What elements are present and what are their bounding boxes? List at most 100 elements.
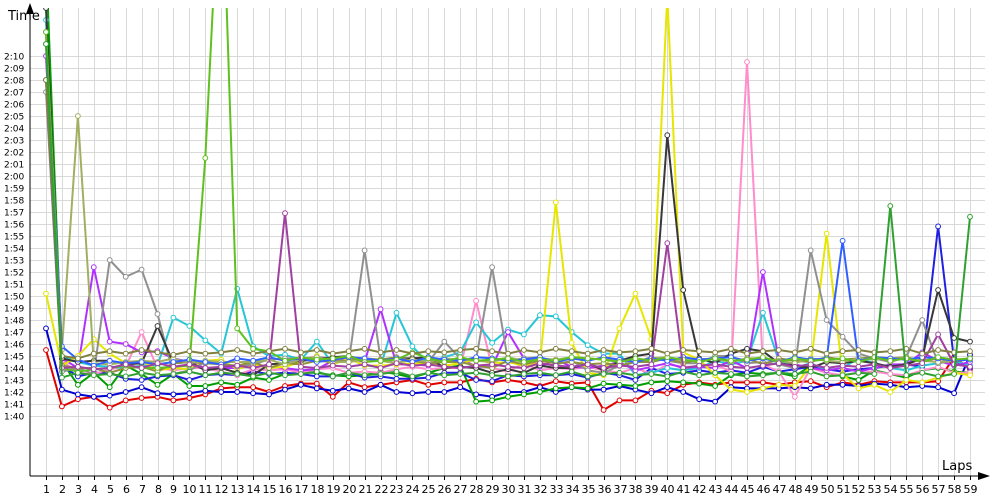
data-point [345,348,352,355]
data-point [664,350,671,357]
x-tick-label: 6 [123,483,130,496]
data-point [282,372,288,379]
data-point [935,331,941,338]
y-tick-label: 2:10 [4,53,24,63]
data-point [584,361,591,368]
data-point [664,390,671,397]
y-tick-label: 2:08 [4,77,24,87]
data-point [584,367,591,374]
data-point [632,355,639,362]
data-point [823,381,830,388]
data-point [345,385,352,392]
data-point [122,350,129,357]
y-tick-label: 1:53 [4,257,24,267]
data-point [313,385,320,392]
data-point [106,404,113,411]
x-tick-label: 15 [263,483,277,496]
data-point [250,357,257,364]
data-point [887,365,894,371]
y-tick-label: 1:41 [4,401,24,411]
data-point [696,372,703,379]
data-point [345,369,352,376]
data-point [489,361,496,368]
x-tick-label: 49 [805,483,819,496]
data-point [489,264,496,271]
x-tick-label: 33 [550,483,564,496]
data-point [568,339,575,346]
y-tick-label: 1:43 [4,377,24,387]
data-point [218,363,225,370]
data-point [648,390,655,397]
data-point [887,357,894,364]
data-point [521,391,527,398]
data-point [313,338,320,345]
data-point [250,373,257,380]
data-point [250,390,257,397]
x-tick-label: 22 [375,483,389,496]
y-tick-label: 1:52 [4,269,24,279]
data-point [266,348,272,355]
data-point [616,325,623,332]
data-point [855,385,862,392]
x-tick-label: 44 [725,483,739,496]
data-point [839,381,846,388]
data-point [919,360,926,367]
data-point [951,371,957,377]
data-point [75,381,81,388]
y-tick-labels: 1:40 1:41 1:42 1:43 1:44 1:45 1:46 1:47 1:48 1:49… [4,53,24,423]
x-tick-label: 1 [43,483,50,496]
data-point [329,350,336,357]
data-point [680,287,687,293]
data-point [473,319,480,326]
data-point [473,345,480,352]
data-point [552,199,559,206]
data-point [43,347,49,353]
y-tick-label: 2:03 [4,137,24,147]
data-point [202,359,209,365]
data-point [329,362,336,369]
x-tick-label: 43 [709,483,723,496]
x-tick-label: 50 [821,483,835,496]
data-point [537,312,543,319]
x-tick-label: 52 [852,483,866,496]
data-point [505,350,511,357]
data-point [919,317,926,323]
y-tick-label: 1:56 [4,221,24,231]
data-point [887,348,894,355]
x-tick-label: 41 [677,483,691,496]
x-tick-label: 9 [170,483,177,496]
data-point [250,345,257,352]
data-point [807,378,814,385]
data-point [441,389,448,395]
x-tick-label: 14 [247,483,261,496]
data-point [489,339,496,346]
x-tick-label: 10 [183,483,197,496]
data-point [106,384,113,391]
x-tick-label: 19 [327,483,341,496]
data-point [568,348,575,355]
data-point [712,369,718,376]
data-point [122,341,129,347]
data-point [282,386,288,393]
data-point [967,213,973,220]
data-point [855,347,862,353]
data-point [170,371,177,377]
data-point [186,395,193,401]
data-point [313,356,320,363]
x-tick-label: 2 [59,483,66,496]
data-point [632,397,639,404]
data-point [393,347,400,353]
data-point [106,357,113,364]
x-tick-label: 54 [884,483,898,496]
data-point [728,363,734,370]
data-point [234,347,241,353]
x-tick-label: 46 [757,483,771,496]
data-point [903,384,910,391]
data-point [552,345,559,352]
data-point [106,392,113,399]
data-point [43,29,49,35]
data-point [282,345,288,352]
data-point [457,371,464,377]
data-point [441,379,448,386]
